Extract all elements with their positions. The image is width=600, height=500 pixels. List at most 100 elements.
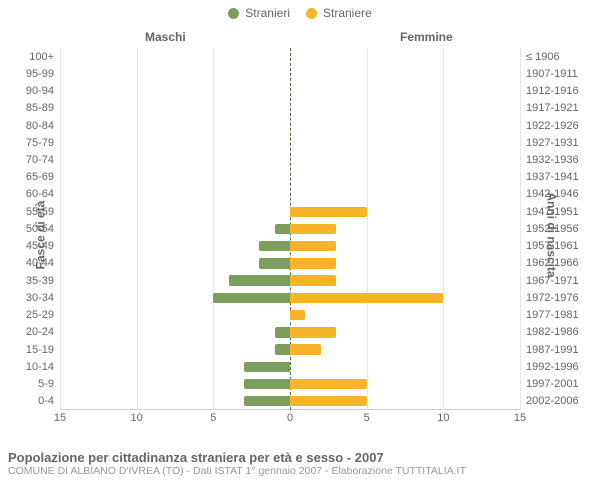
age-label: 80-84 — [26, 120, 60, 132]
birth-year-label: 2002-2006 — [520, 395, 579, 407]
legend-item-female: Straniere — [306, 6, 372, 20]
plot-area: 100+≤ 190695-991907-191190-941912-191685… — [60, 48, 520, 410]
age-row: 5-91997-2001 — [60, 375, 520, 392]
birth-year-label: 1962-1966 — [520, 257, 579, 269]
legend-label-male: Stranieri — [245, 6, 290, 20]
bar-female — [290, 241, 336, 251]
birth-year-label: 1917-1921 — [520, 102, 579, 114]
bar-male — [275, 224, 290, 234]
birth-year-label: 1912-1916 — [520, 85, 579, 97]
column-header-female: Femmine — [400, 30, 453, 44]
birth-year-label: 1967-1971 — [520, 275, 579, 287]
bar-male — [259, 241, 290, 251]
age-row: 0-42002-2006 — [60, 393, 520, 410]
x-tick-label: 15 — [514, 412, 526, 424]
age-label: 90-94 — [26, 85, 60, 97]
age-row: 80-841922-1926 — [60, 117, 520, 134]
bar-male — [275, 344, 290, 354]
age-label: 30-34 — [26, 292, 60, 304]
legend-swatch-male — [228, 8, 239, 19]
bar-male — [229, 275, 290, 285]
age-label: 25-29 — [26, 309, 60, 321]
age-row: 75-791927-1931 — [60, 134, 520, 151]
bar-female — [290, 224, 336, 234]
age-label: 10-14 — [26, 361, 60, 373]
age-row: 30-341972-1976 — [60, 289, 520, 306]
birth-year-label: 1937-1941 — [520, 171, 579, 183]
caption-title: Popolazione per cittadinanza straniera p… — [8, 450, 600, 465]
chart-legend: Stranieri Straniere — [0, 0, 600, 20]
bar-female — [290, 379, 367, 389]
age-label: 5-9 — [38, 378, 60, 390]
age-row: 55-591947-1951 — [60, 203, 520, 220]
x-tick-label: 15 — [54, 412, 66, 424]
age-row: 35-391967-1971 — [60, 272, 520, 289]
bar-male — [244, 362, 290, 372]
age-label: 85-89 — [26, 102, 60, 114]
age-row: 20-241982-1986 — [60, 324, 520, 341]
bar-female — [290, 207, 367, 217]
age-label: 20-24 — [26, 326, 60, 338]
age-label: 70-74 — [26, 154, 60, 166]
x-tick-label: 5 — [364, 412, 370, 424]
birth-year-label: 1922-1926 — [520, 120, 579, 132]
bar-female — [290, 396, 367, 406]
bar-male — [259, 258, 290, 268]
bar-female — [290, 344, 321, 354]
x-tick-label: 5 — [210, 412, 216, 424]
bar-male — [244, 379, 290, 389]
age-label: 35-39 — [26, 275, 60, 287]
age-label: 65-69 — [26, 171, 60, 183]
birth-year-label: 1982-1986 — [520, 326, 579, 338]
bar-female — [290, 293, 443, 303]
birth-year-label: 1952-1956 — [520, 223, 579, 235]
birth-year-label: 1972-1976 — [520, 292, 579, 304]
age-row: 100+≤ 1906 — [60, 48, 520, 65]
x-tick-label: 10 — [131, 412, 143, 424]
birth-year-label: 1992-1996 — [520, 361, 579, 373]
bar-female — [290, 310, 305, 320]
age-label: 60-64 — [26, 188, 60, 200]
age-label: 75-79 — [26, 137, 60, 149]
bar-female — [290, 275, 336, 285]
legend-item-male: Stranieri — [228, 6, 290, 20]
age-label: 100+ — [29, 51, 60, 63]
age-row: 25-291977-1981 — [60, 307, 520, 324]
x-axis: 15105051015 — [60, 412, 520, 430]
age-row: 15-191987-1991 — [60, 341, 520, 358]
birth-year-label: 1997-2001 — [520, 378, 579, 390]
bar-female — [290, 327, 336, 337]
age-row: 40-441962-1966 — [60, 255, 520, 272]
birth-year-label: 1977-1981 — [520, 309, 579, 321]
birth-year-label: 1927-1931 — [520, 137, 579, 149]
x-tick-label: 0 — [287, 412, 293, 424]
bar-female — [290, 258, 336, 268]
legend-label-female: Straniere — [323, 6, 372, 20]
birth-year-label: 1957-1961 — [520, 240, 579, 252]
age-label: 95-99 — [26, 68, 60, 80]
age-row: 45-491957-1961 — [60, 238, 520, 255]
caption-subtitle: COMUNE DI ALBIANO D'IVREA (TO) - Dati IS… — [8, 465, 600, 477]
x-tick-label: 10 — [437, 412, 449, 424]
age-row: 60-641942-1946 — [60, 186, 520, 203]
birth-year-label: 1907-1911 — [520, 68, 578, 80]
age-label: 15-19 — [26, 344, 60, 356]
column-header-male: Maschi — [145, 30, 186, 44]
bar-male — [275, 327, 290, 337]
age-row: 85-891917-1921 — [60, 100, 520, 117]
birth-year-label: 1942-1946 — [520, 188, 579, 200]
age-label: 40-44 — [26, 257, 60, 269]
age-row: 65-691937-1941 — [60, 169, 520, 186]
age-row: 10-141992-1996 — [60, 358, 520, 375]
birth-year-label: ≤ 1906 — [520, 51, 560, 63]
chart-caption: Popolazione per cittadinanza straniera p… — [0, 450, 600, 477]
population-pyramid-chart: Fasce di età Anni di nascita Maschi Femm… — [0, 20, 600, 450]
age-row: 50-541952-1956 — [60, 220, 520, 237]
age-label: 50-54 — [26, 223, 60, 235]
bar-male — [244, 396, 290, 406]
age-label: 0-4 — [38, 395, 60, 407]
age-row: 70-741932-1936 — [60, 151, 520, 168]
age-row: 90-941912-1916 — [60, 82, 520, 99]
age-label: 45-49 — [26, 240, 60, 252]
age-row: 95-991907-1911 — [60, 65, 520, 82]
